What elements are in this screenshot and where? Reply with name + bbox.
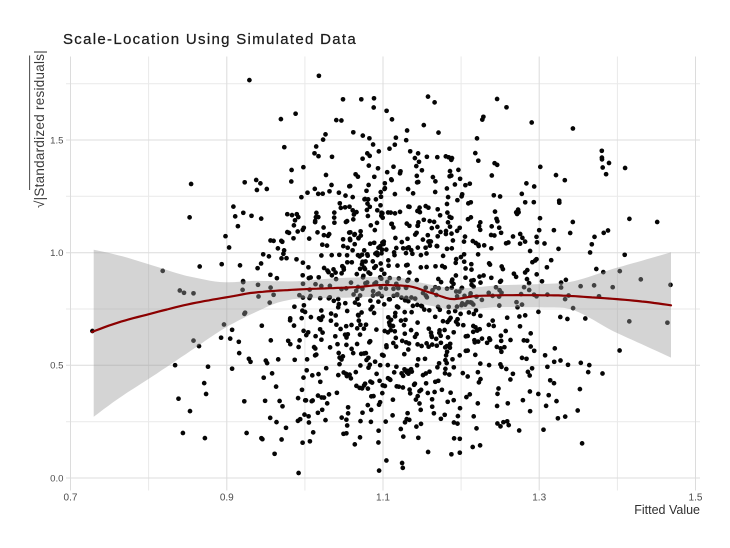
svg-text:0.0: 0.0 xyxy=(50,473,63,484)
svg-text:Scale-Location Using Simulated: Scale-Location Using Simulated Data xyxy=(63,31,357,48)
svg-text:0.9: 0.9 xyxy=(220,493,234,504)
svg-text:1.3: 1.3 xyxy=(532,493,546,504)
svg-text:0.7: 0.7 xyxy=(64,493,78,504)
svg-text:Fitted Value: Fitted Value xyxy=(634,503,700,517)
svg-text:1.0: 1.0 xyxy=(50,248,63,259)
svg-text:1.1: 1.1 xyxy=(376,493,390,504)
svg-text:1.5: 1.5 xyxy=(50,135,63,146)
svg-text:0.5: 0.5 xyxy=(50,361,63,372)
svg-text:√|Standardized residuals|: √|Standardized residuals| xyxy=(32,50,47,208)
svg-text:1.5: 1.5 xyxy=(689,493,703,504)
